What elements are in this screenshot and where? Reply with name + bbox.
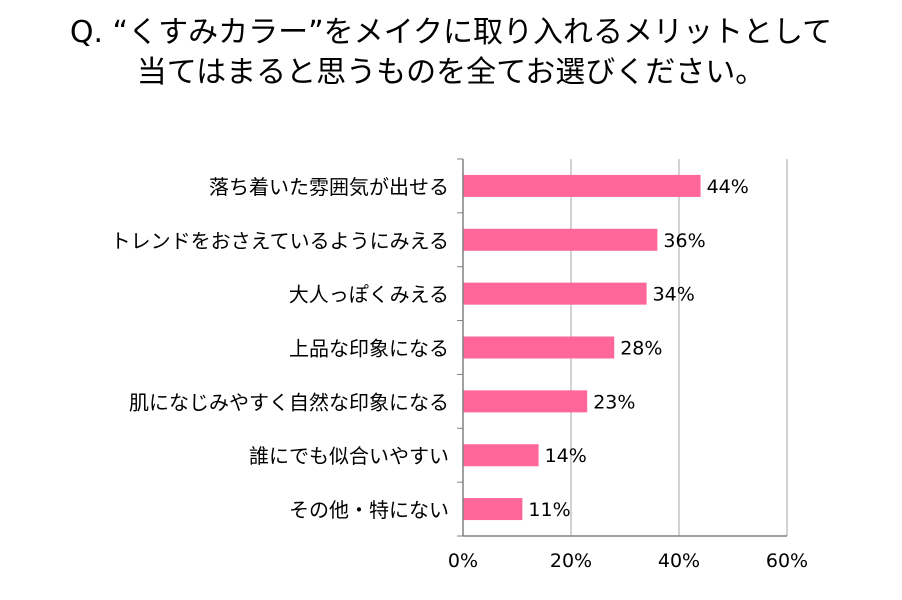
category-label: 誰にでも似合いやすい xyxy=(249,444,449,468)
bar xyxy=(463,390,588,413)
bar xyxy=(463,174,701,197)
data-label: 28% xyxy=(620,338,662,360)
data-label: 34% xyxy=(653,284,695,306)
category-label: 肌になじみやすく自然な印象になる xyxy=(129,390,449,414)
bar xyxy=(463,228,658,251)
chart-title-line2: 当てはまると思うものを全てお選びください。 xyxy=(136,55,766,90)
category-label: 落ち着いた雰囲気が出せる xyxy=(209,175,449,199)
chart-title-line1: Q. “くすみカラー”をメイクに取り入れるメリットとして xyxy=(69,15,833,50)
category-label: 大人っぽくみえる xyxy=(289,283,449,307)
category-label: 上品な印象になる xyxy=(289,337,449,361)
data-label: 23% xyxy=(593,391,635,413)
data-label: 44% xyxy=(707,176,749,198)
bar xyxy=(463,444,539,467)
x-tick-label: 40% xyxy=(658,550,700,572)
x-tick-label: 0% xyxy=(448,550,478,572)
bar xyxy=(463,282,647,305)
bar xyxy=(463,336,615,359)
bar xyxy=(463,498,523,521)
category-label: トレンドをおさえているようにみえる xyxy=(111,229,449,253)
x-tick-label: 20% xyxy=(550,550,592,572)
x-tick-label: 60% xyxy=(766,550,808,572)
data-label: 11% xyxy=(528,499,570,521)
category-label: その他・特にない xyxy=(289,498,449,522)
data-label: 14% xyxy=(545,445,587,467)
data-label: 36% xyxy=(663,230,705,252)
